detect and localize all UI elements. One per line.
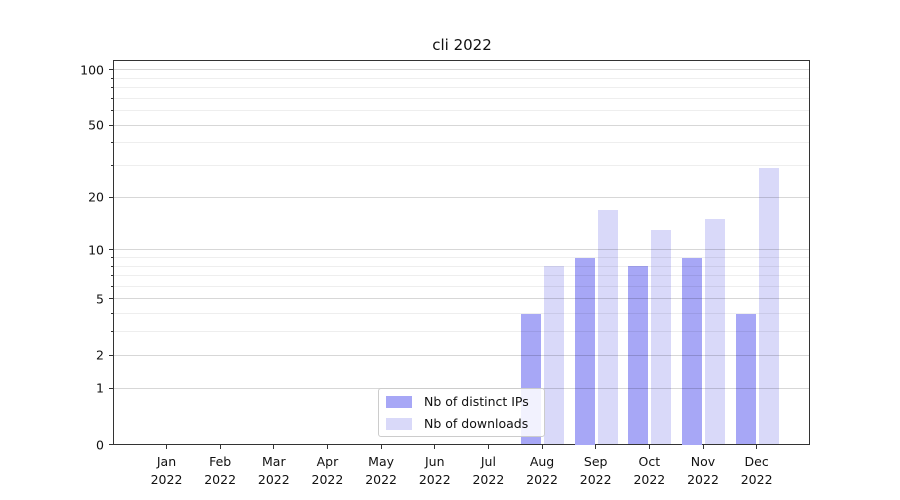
x-tick-label: Mar 2022 [257, 454, 290, 487]
x-tick-label: Sep 2022 [579, 454, 612, 487]
x-tick-mark [541, 445, 543, 449]
y-tick-label: 10 [88, 242, 104, 258]
x-tick-label: Jan 2022 [150, 454, 183, 487]
x-tick-mark [487, 445, 489, 449]
x-tick-mark [326, 445, 328, 449]
x-tick-label: May 2022 [365, 454, 397, 487]
x-tick-mark [595, 445, 597, 449]
legend-item-downloads: Nb of downloads [386, 416, 536, 431]
x-tick-label: Oct 2022 [633, 454, 666, 487]
legend-label-downloads: Nb of downloads [424, 416, 529, 431]
y-tick-label: 50 [88, 117, 104, 133]
y-tick-label: 0 [96, 437, 104, 452]
x-tick-label: Feb 2022 [204, 454, 237, 487]
y-tick-label: 5 [96, 291, 104, 307]
x-tick-mark [166, 445, 167, 449]
x-tick-mark [756, 445, 758, 449]
x-tick-mark [702, 445, 704, 449]
x-tick-mark [380, 445, 382, 449]
x-tick-label: Dec 2022 [740, 454, 773, 487]
legend-item-distinct-ips: Nb of distinct IPs [386, 394, 536, 409]
legend-swatch-distinct-ips [386, 395, 412, 408]
x-tick-mark [648, 445, 650, 449]
x-tick-label: Jun 2022 [418, 454, 451, 487]
legend-swatch-downloads [386, 417, 412, 430]
y-tick-label: 2 [96, 347, 104, 363]
x-tick-label: Nov 2022 [687, 454, 719, 487]
x-tick-mark [273, 445, 275, 449]
legend-label-distinct-ips: Nb of distinct IPs [424, 394, 529, 409]
y-tick-label: 20 [88, 189, 104, 205]
x-tick-label: Apr 2022 [311, 454, 344, 487]
y-tick-label: 1 [96, 380, 104, 396]
x-tick-mark [434, 445, 436, 449]
legend: Nb of distinct IPs Nb of downloads [378, 388, 545, 437]
chart-title: cli 2022 [432, 36, 492, 54]
x-tick-label: Aug 2022 [526, 454, 558, 487]
x-tick-label: Jul 2022 [472, 454, 505, 487]
x-tick-mark [219, 445, 221, 449]
y-tick-label: 100 [80, 62, 104, 78]
